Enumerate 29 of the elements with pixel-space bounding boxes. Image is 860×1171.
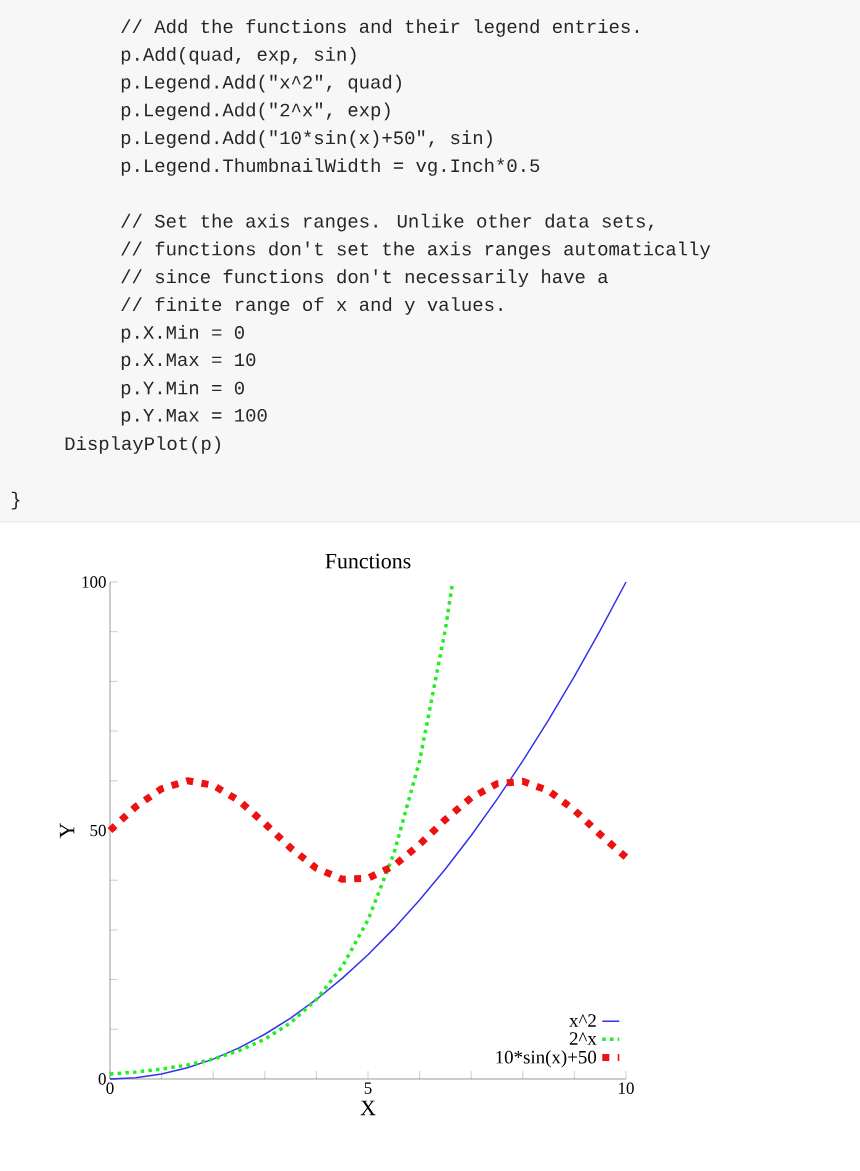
x-tick-label: 5	[364, 1082, 372, 1094]
legend-label: 10*sin(x)+50	[496, 1050, 597, 1068]
x-axis-title: X	[360, 1100, 376, 1116]
text: p.Y.Min = 0	[121, 380, 244, 399]
y-tick-label: 100	[82, 576, 106, 588]
text: // finite range of x and y values.	[121, 297, 502, 315]
text: p.Y.Max = 100	[121, 408, 267, 426]
legend-label: 2^x	[569, 1032, 597, 1045]
y-tick-label: 0	[98, 1073, 106, 1085]
line-series	[109, 581, 627, 1080]
text: p.Legend.Add("10*sin(x)+50", sin)	[121, 130, 492, 149]
text: // Add the functions and their legend entries.	[121, 19, 639, 37]
text: p.X.Max = 10	[121, 353, 256, 370]
text: }	[11, 491, 20, 510]
text: p.X.Min = 0	[121, 324, 244, 343]
text: p.Legend.Add("x^2", quad)	[121, 74, 401, 93]
text: p.Add(quad, exp, sin)	[121, 46, 356, 65]
chart-title: Functions	[325, 553, 411, 569]
text: // since functions don't necessarily have a	[121, 269, 608, 288]
x-tick-label: 10	[619, 1082, 634, 1094]
text: p.Legend.Add("2^x", exp)	[121, 102, 390, 121]
x-tick-label: 0	[106, 1082, 114, 1094]
text: p.Legend.ThumbnailWidth = vg.Inch*0.5	[121, 158, 540, 176]
text: // Set the axis ranges. Unlike other data sets,	[121, 213, 653, 232]
text: // functions don't set the axis ranges automatically	[121, 241, 711, 260]
legend-label: x^2	[569, 1014, 596, 1027]
y-tick-label: 50	[90, 824, 106, 837]
text: DisplayPlot(p)	[65, 436, 221, 454]
y-axis-title: Y	[59, 823, 75, 839]
